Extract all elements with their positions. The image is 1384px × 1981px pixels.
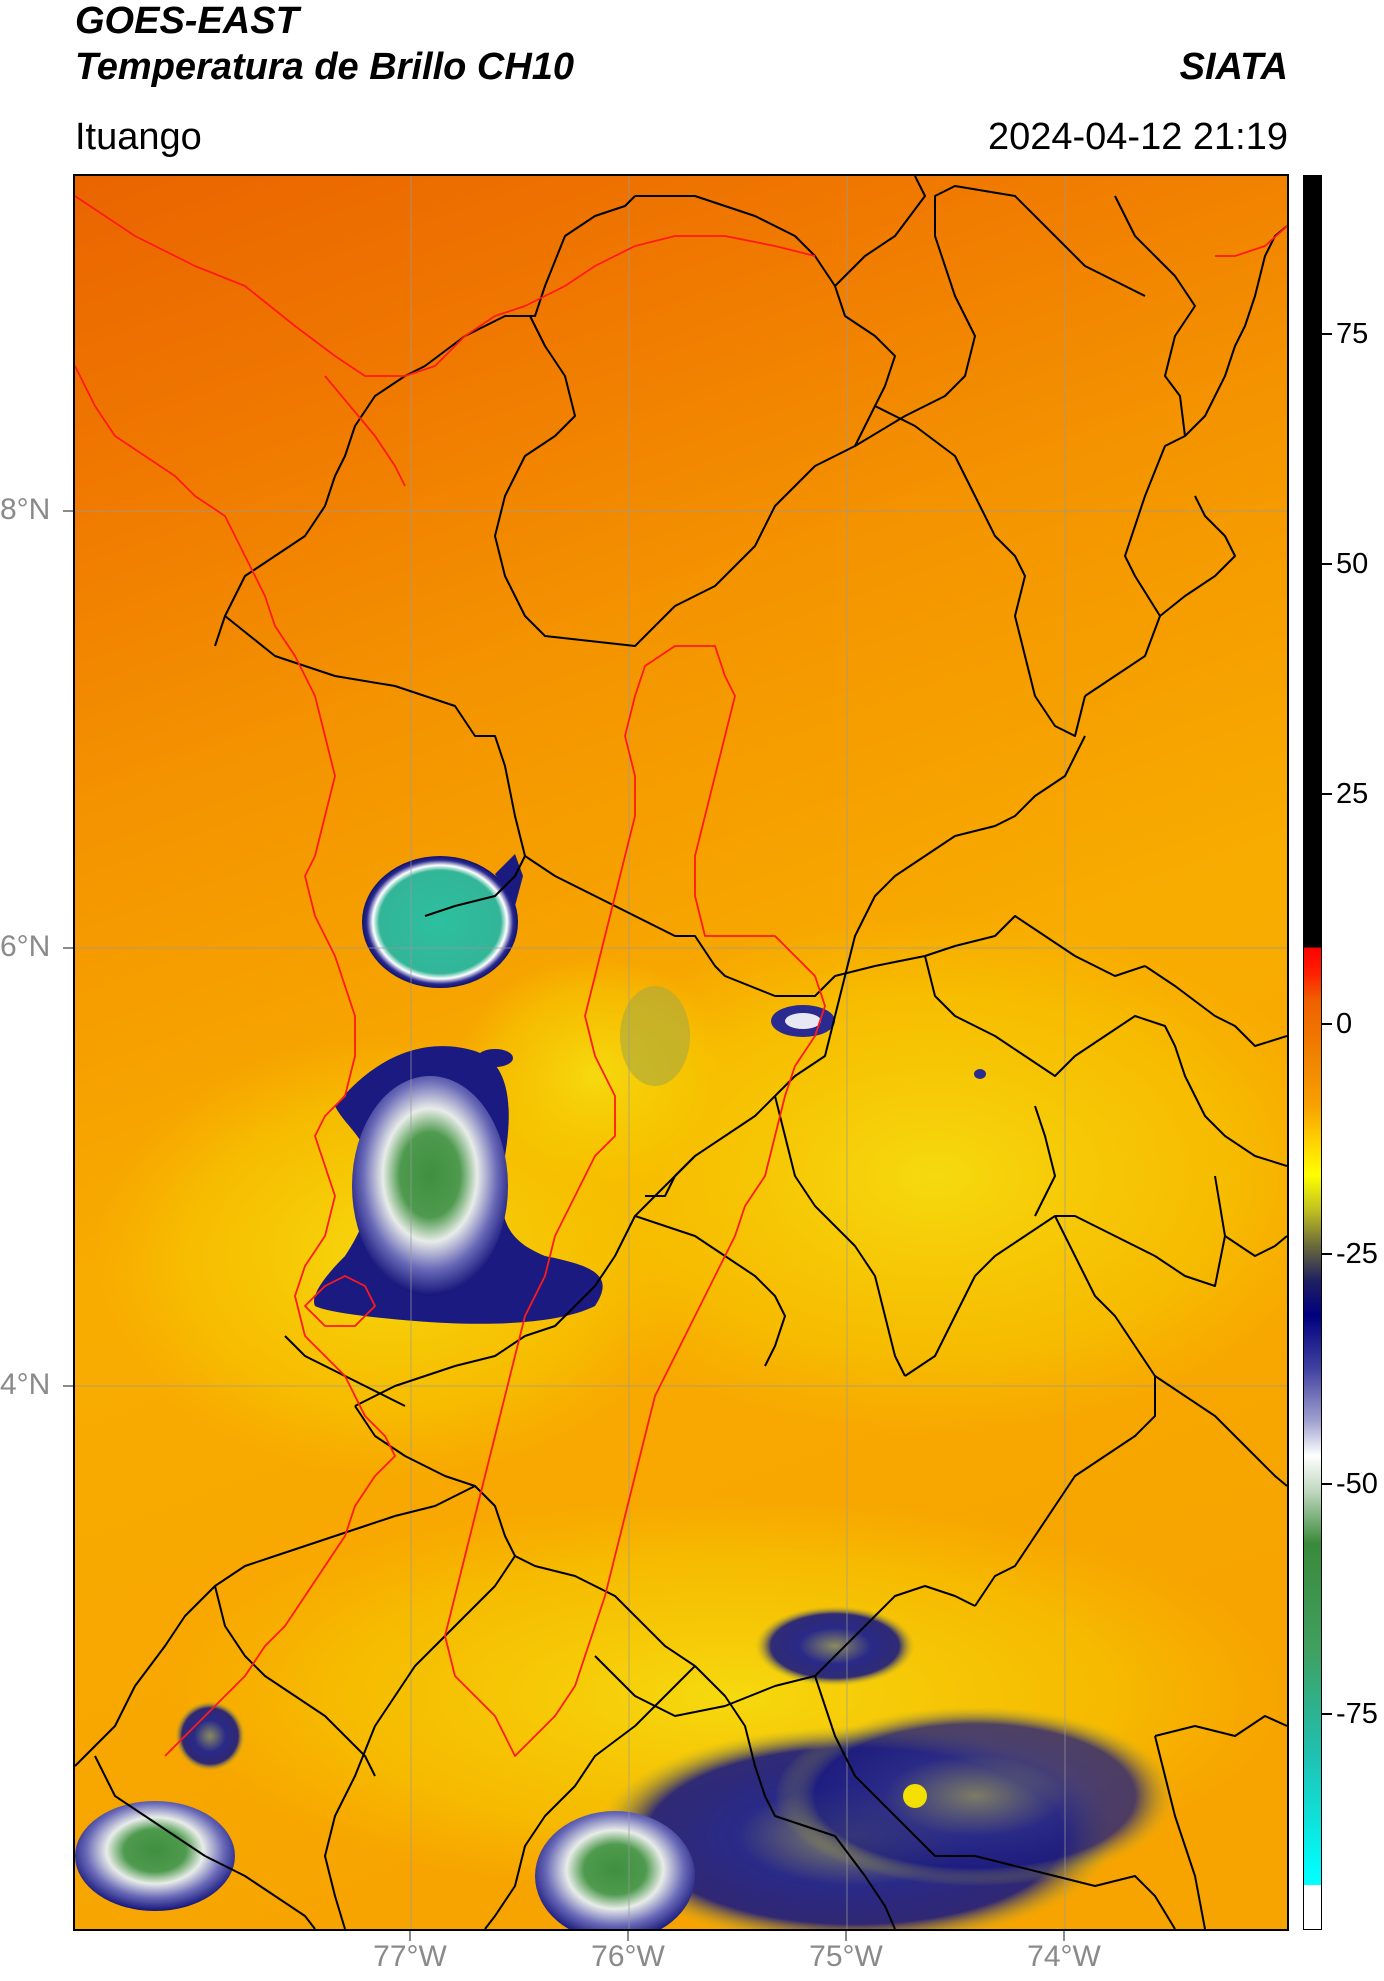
department-boundaries (75, 176, 1287, 1929)
x-tick-label: 77°W (373, 1940, 447, 1973)
title-line2: Temperatura de Brillo CH10 (75, 46, 575, 88)
cold-cloud-south-north (755, 1606, 915, 1686)
colorbar-label: 75 (1336, 318, 1369, 350)
cloud-gap (903, 1784, 927, 1808)
brand-label: SIATA (1179, 46, 1288, 88)
colorbar-tick (1322, 1253, 1332, 1255)
cold-cloud-teal (362, 856, 518, 988)
colorbar-label: -50 (1336, 1468, 1378, 1500)
red-boundaries (75, 195, 1287, 1757)
colorbar-tick (1322, 1023, 1332, 1025)
cold-cloud-southwest-small (175, 1701, 245, 1771)
y-tick-label: 6°N (0, 930, 51, 963)
x-tick-label: 75°W (809, 1940, 883, 1973)
y-tick (63, 1385, 73, 1387)
location-label: Ituango (75, 116, 202, 158)
small-cloud-cell (974, 1069, 986, 1079)
cold-cloud-south-core (535, 1811, 695, 1929)
x-tick (627, 1931, 629, 1941)
small-cloud-cell (477, 1049, 513, 1067)
x-tick (1063, 1931, 1065, 1941)
map-canvas (75, 176, 1287, 1929)
cold-cloud-core (352, 1076, 508, 1296)
colorbar-label: 25 (1336, 778, 1369, 810)
y-tick-label: 8°N (0, 493, 51, 526)
y-tick (63, 947, 73, 949)
colorbar-label: -25 (1336, 1238, 1378, 1270)
colorbar (1303, 175, 1322, 1930)
y-tick-label: 4°N (0, 1368, 51, 1401)
small-cloud-cell (785, 1013, 821, 1029)
colorbar-tick (1322, 793, 1332, 795)
colorbar-tick (1322, 563, 1332, 565)
datetime-label: 2024-04-12 21:19 (987, 116, 1288, 158)
colorbar-tick (1322, 333, 1332, 335)
colorbar-tick (1322, 1483, 1332, 1485)
graticule (75, 176, 1287, 1929)
title-line1: GOES-EAST (75, 0, 299, 42)
x-tick (409, 1931, 411, 1941)
x-tick-label: 76°W (591, 1940, 665, 1973)
colorbar-label: 50 (1336, 548, 1369, 580)
brightness-temperature-map (73, 174, 1289, 1931)
y-tick (63, 510, 73, 512)
cloud-edge-1 (495, 854, 523, 906)
colorbar-label: -75 (1336, 1698, 1378, 1730)
colorbar-tick (1322, 1713, 1332, 1715)
cloud-debris (620, 986, 690, 1086)
colorbar-label: 0 (1336, 1008, 1353, 1040)
x-tick (845, 1931, 847, 1941)
cold-cloud-southwest (75, 1801, 235, 1911)
cold-cloud-south-east (775, 1706, 1175, 1886)
x-tick-label: 74°W (1027, 1940, 1101, 1973)
